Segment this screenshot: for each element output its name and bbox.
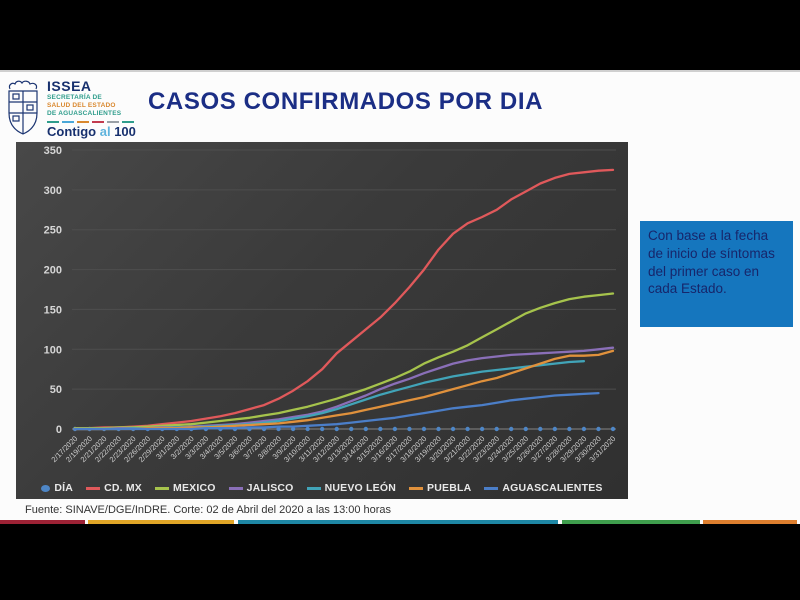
legend-swatch-icon [86, 486, 101, 490]
legend-item: AGUASCALIENTES [484, 482, 602, 494]
logo-subtitle-1: SECRETARÍA DE [47, 93, 102, 101]
data-point-DÍA [552, 426, 558, 432]
y-axis-tick-label: 150 [44, 304, 62, 316]
data-point-DÍA [450, 426, 456, 432]
logo-divider-dash [77, 121, 89, 124]
page-title: CASOS CONFIRMADOS POR DIA [148, 88, 544, 115]
series-line-MEXICO [73, 292, 615, 430]
legend-swatch-icon [409, 486, 423, 490]
strip-segment [238, 520, 558, 524]
data-point-DÍA [421, 426, 427, 432]
logo-divider-dash [107, 121, 119, 124]
strip-segment [0, 520, 85, 524]
data-point-DÍA [436, 426, 441, 432]
data-point-DÍA [596, 426, 601, 432]
info-box: Con base a la fecha de inicio de síntoma… [640, 221, 793, 327]
data-point-DÍA [290, 426, 296, 432]
chart-panel: 0 50 100 150 200 250 300 350 2/17/2020 2/19/2020 2… [16, 142, 628, 499]
logo-tagline: Contigo al 100 [47, 124, 136, 140]
data-point-DÍA [319, 426, 325, 432]
data-point-DÍA [349, 426, 354, 432]
bottom-strip [0, 520, 800, 525]
legend-item: DÍA [41, 482, 73, 494]
logo-subtitle-2: SALUD DEL ESTADO [47, 101, 116, 109]
legend-label: AGUASCALIENTES [502, 482, 603, 494]
logo-divider-dash [122, 121, 134, 124]
data-point-DÍA [581, 426, 587, 432]
logo-divider-dash [92, 121, 104, 124]
y-axis-tick-label: 250 [44, 225, 62, 237]
legend-label: MEXICO [173, 482, 216, 494]
logo-divider [47, 121, 136, 124]
data-point-DÍA [305, 426, 310, 432]
legend-label: PUEBLA [427, 482, 472, 494]
data-point-DÍA [465, 426, 470, 432]
data-point-DÍA [523, 426, 528, 432]
data-point-DÍA [509, 426, 514, 432]
y-axis-tick-label: 100 [44, 344, 62, 356]
data-point-DÍA [479, 426, 485, 432]
legend-swatch-icon [228, 486, 243, 490]
chart-legend: DÍA CD. MX MEXICO JALISCO NUEVO LEÓN PUEBLA AG… [16, 482, 628, 494]
y-axis-tick-label: 50 [50, 384, 62, 396]
strip-segment [703, 520, 797, 524]
issea-logo: ISSEA SECRETARÍA DE SALUD DEL ESTADO DE … [6, 79, 136, 138]
data-point-DÍA [334, 426, 339, 432]
legend-swatch-icon [155, 486, 170, 490]
legend-label: DÍA [54, 482, 74, 494]
series-line-NUEVO LEÓN [73, 360, 586, 431]
legend-item: NUEVO LEÓN [306, 482, 396, 494]
legend-label: NUEVO LEÓN [324, 482, 396, 494]
legend-item: CD. MX [86, 482, 142, 494]
issea-coat-of-arms-icon [8, 80, 38, 135]
data-point-DÍA [610, 426, 616, 432]
series-line-PUEBLA [73, 349, 615, 431]
y-axis-tick-label: 350 [44, 145, 62, 157]
data-point-DÍA [392, 426, 398, 432]
legend-item: PUEBLA [409, 482, 471, 494]
legend-swatch-icon [41, 484, 51, 492]
y-axis-tick-label: 200 [44, 265, 62, 277]
data-point-DÍA [363, 426, 369, 432]
legend-swatch-icon [484, 486, 499, 490]
source-footer: Fuente: SINAVE/DGE/InDRE. Corte: 02 de A… [25, 504, 392, 516]
strip-segment [88, 520, 234, 524]
legend-label: CD. MX [104, 482, 143, 494]
logo-subtitle-3: DE AGUASCALIENTES [47, 109, 122, 117]
series-line-JALISCO [73, 346, 615, 431]
logo-divider-dash [62, 121, 74, 124]
legend-swatch-icon [306, 486, 321, 490]
series-line-AGUASCALIENTES [73, 391, 600, 431]
data-point-DÍA [494, 426, 499, 432]
slide: ISSEA SECRETARÍA DE SALUD DEL ESTADO DE … [0, 70, 800, 524]
legend-item: MEXICO [155, 482, 216, 494]
y-axis-tick-label: 300 [44, 185, 62, 197]
data-point-DÍA [276, 426, 281, 432]
logo-name: ISSEA [47, 78, 92, 94]
series-line-CD. MX [73, 168, 615, 430]
data-point-DÍA [567, 426, 572, 432]
legend-item: JALISCO [228, 482, 294, 494]
data-point-DÍA [378, 426, 383, 432]
logo-divider-dash [47, 121, 59, 124]
chart-svg: 0501001502002503003502/17/20202/19/20202… [44, 145, 618, 464]
strip-segment [562, 520, 700, 524]
legend-label: JALISCO [246, 482, 294, 494]
y-axis-tick-label: 0 [56, 424, 62, 436]
data-point-DÍA [538, 426, 543, 432]
data-point-DÍA [407, 426, 412, 432]
